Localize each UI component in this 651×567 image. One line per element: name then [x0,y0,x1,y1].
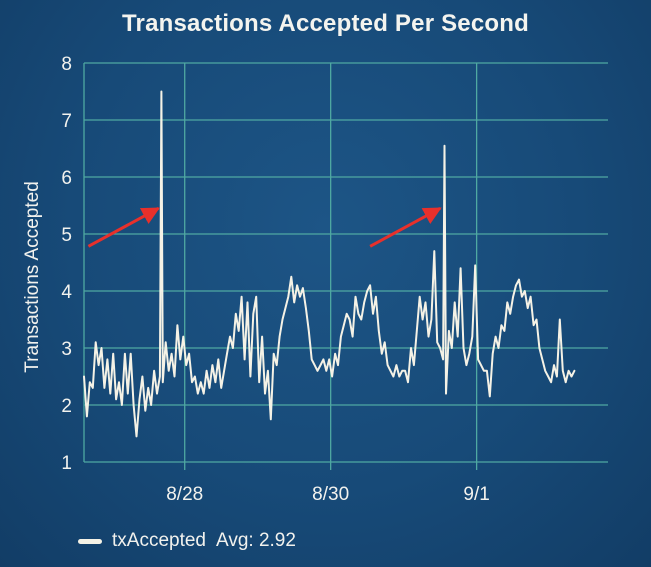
legend-series-name: txAccepted [112,530,206,551]
x-axis-ticks: 8/28 8/30 9/1 [166,484,490,505]
y-tick-label: 3 [61,339,72,360]
y-tick-label: 7 [61,111,72,132]
y-axis-label: Transactions Accepted [22,181,43,373]
x-tick-label: 9/1 [463,484,489,505]
legend-average: Avg: 2.92 [216,530,296,551]
legend-swatch [78,538,102,544]
legend: txAccepted Avg: 2.92 [78,528,296,554]
x-tick-label: 8/30 [312,484,349,505]
y-tick-label: 8 [61,54,72,75]
y-tick-label: 5 [61,225,72,246]
y-axis-ticks: 1 2 3 4 5 6 7 8 [61,54,72,474]
chart-title: Transactions Accepted Per Second [122,10,529,37]
series-line-txAccepted [83,90,576,438]
y-tick-label: 1 [61,453,72,474]
red-arrow-annotation [87,207,161,248]
grid [83,62,608,470]
series-layer [83,90,576,438]
y-tick-label: 4 [61,282,72,303]
y-tick-label: 6 [61,168,72,189]
red-arrow-annotation [369,207,442,248]
y-tick-label: 2 [61,396,72,417]
x-tick-label: 8/28 [166,484,203,505]
annotations [87,207,442,248]
